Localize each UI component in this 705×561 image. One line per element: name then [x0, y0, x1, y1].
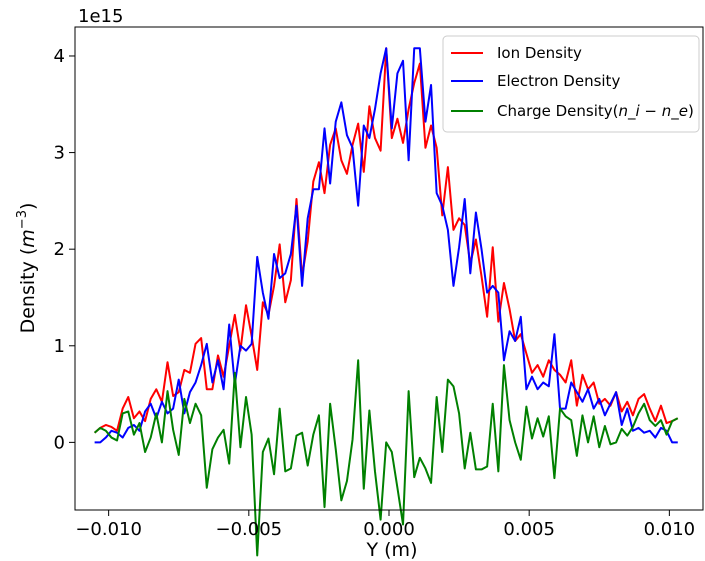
legend-charge-label: Charge Density(n_i − n_e): [497, 102, 694, 121]
y-axis-label-exponent: −3: [15, 210, 30, 229]
y-axis-label-unit: m: [17, 229, 39, 248]
y-axis-label: Density (m−3): [15, 203, 39, 334]
x-axis-ticks: −0.010 −0.005 0.000 0.005 0.010: [75, 510, 695, 540]
x-tick-label: −0.010: [75, 519, 142, 540]
y-tick-label: 3: [54, 143, 65, 164]
legend: Ion Density Electron Density Charge Dens…: [442, 35, 700, 133]
legend-electron-label: Electron Density: [497, 72, 620, 90]
y-axis-ticks: 0 1 2 3 4: [54, 46, 75, 453]
legend-charge-name: Charge Density: [497, 102, 613, 120]
series-line-electron-density: [94, 47, 678, 444]
y-axis-label-text: Density (: [17, 248, 39, 334]
x-tick-label: 0.005: [503, 519, 555, 540]
y-tick-label: 0: [54, 432, 65, 453]
x-tick-label: 0.000: [363, 519, 415, 540]
legend-ion-label: Ion Density: [497, 44, 582, 62]
series-line-charge-density: [93, 359, 679, 557]
y-offset-text: 1e15: [78, 6, 123, 27]
y-tick-label: 2: [54, 239, 65, 260]
y-tick-label: 4: [54, 46, 65, 67]
y-tick-label: 1: [54, 336, 65, 357]
legend-box: [442, 35, 700, 133]
x-axis-label: Y (m): [366, 539, 418, 561]
x-tick-label: −0.005: [216, 519, 283, 540]
y-axis-label-close: ): [17, 203, 39, 210]
series-layer: [93, 47, 679, 557]
plot-area: [74, 26, 704, 557]
x-tick-label: 0.010: [644, 519, 696, 540]
legend-charge-math: n_i − n_e: [618, 102, 688, 121]
